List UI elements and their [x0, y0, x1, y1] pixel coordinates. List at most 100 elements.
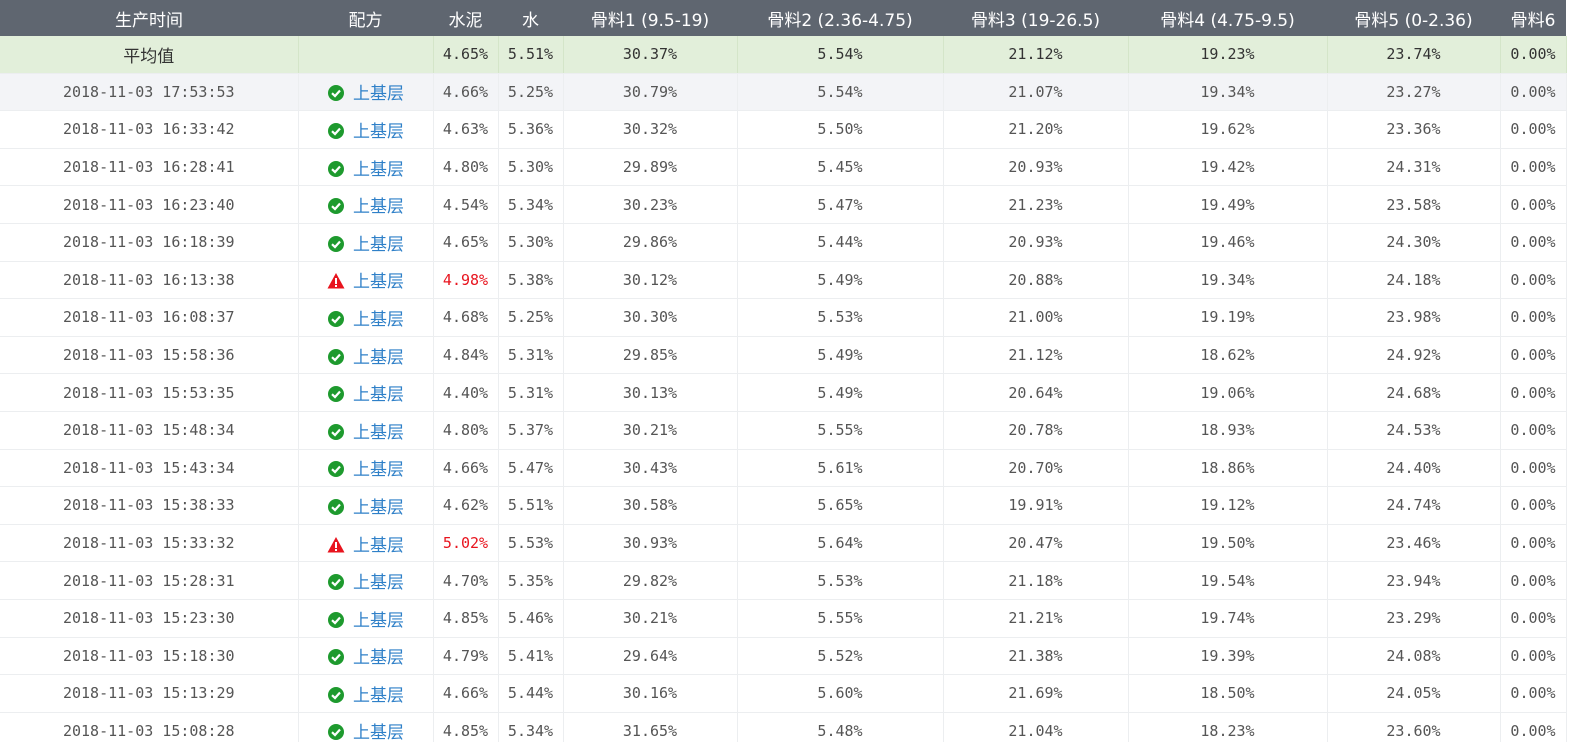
value-cell: 30.12%	[563, 261, 738, 300]
value-cell: 4.66%	[433, 449, 499, 488]
recipe-link[interactable]: 上基层	[353, 385, 404, 406]
value-cell: 5.36%	[498, 110, 564, 149]
recipe-cell: 上基层	[298, 298, 434, 337]
data-row: 2018-11-03 17:53:53 上基层 4.66% 5.25% 30.79% 5.…	[0, 73, 1567, 112]
recipe-link[interactable]: 上基层	[353, 460, 404, 481]
value-cell: 4.85%	[433, 599, 499, 638]
recipe-link[interactable]: 上基层	[353, 84, 404, 105]
recipe-cell: 上基层	[298, 110, 434, 149]
data-row: 2018-11-03 15:58:36 上基层 4.84% 5.31% 29.85% 5.…	[0, 336, 1567, 375]
ok-icon	[328, 686, 344, 703]
recipe-link[interactable]: 上基层	[353, 234, 404, 255]
recipe-link[interactable]: 上基层	[353, 309, 404, 330]
average-label: 平均值	[0, 36, 299, 74]
value-cell: 23.98%	[1327, 298, 1501, 337]
value-cell: 19.46%	[1128, 223, 1328, 262]
value-cell: 4.54%	[433, 185, 499, 224]
value-cell: 4.80%	[433, 148, 499, 187]
value-cell: 5.51%	[498, 486, 564, 525]
warning-icon	[327, 273, 345, 289]
value-cell: 4.40%	[433, 373, 499, 412]
recipe-link[interactable]: 上基层	[353, 159, 404, 180]
recipe-link[interactable]: 上基层	[353, 272, 404, 293]
value-cell: 30.16%	[563, 674, 738, 713]
recipe-link[interactable]: 上基层	[353, 347, 404, 368]
value-cell: 0.00%	[1500, 336, 1567, 375]
production-time: 2018-11-03 16:33:42	[0, 110, 299, 149]
value-cell: 24.30%	[1327, 223, 1501, 262]
value-cell: 5.47%	[498, 449, 564, 488]
value-cell: 5.50%	[737, 110, 944, 149]
value-cell: 18.50%	[1128, 674, 1328, 713]
recipe-link[interactable]: 上基层	[353, 422, 404, 443]
value-cell: 30.21%	[563, 599, 738, 638]
recipe-cell: 上基层	[298, 449, 434, 488]
value-cell: 19.49%	[1128, 185, 1328, 224]
value-cell: 31.65%	[563, 712, 738, 742]
recipe-cell: 上基层	[298, 336, 434, 375]
ok-icon	[328, 423, 344, 440]
value-cell: 0.00%	[1500, 110, 1567, 149]
recipe-cell: 上基层	[298, 712, 434, 742]
value-cell: 5.30%	[498, 148, 564, 187]
value-cell: 4.70%	[433, 561, 499, 600]
value-cell: 18.23%	[1128, 712, 1328, 742]
data-row: 2018-11-03 16:13:38 上基层 4.98% 5.38% 30.12% 5.…	[0, 261, 1567, 300]
ok-icon	[328, 498, 344, 515]
value-cell: 5.44%	[737, 223, 944, 262]
recipe-link[interactable]: 上基层	[353, 685, 404, 706]
value-cell: 4.63%	[433, 110, 499, 149]
value-cell: 30.30%	[563, 298, 738, 337]
production-time: 2018-11-03 16:28:41	[0, 148, 299, 187]
value-cell: 19.42%	[1128, 148, 1328, 187]
recipe-link[interactable]: 上基层	[353, 573, 404, 594]
average-value: 0.00%	[1500, 36, 1567, 74]
value-cell: 21.00%	[943, 298, 1129, 337]
value-cell: 18.86%	[1128, 449, 1328, 488]
value-cell: 19.74%	[1128, 599, 1328, 638]
value-cell: 0.00%	[1500, 373, 1567, 412]
value-cell: 5.52%	[737, 637, 944, 676]
average-row: 平均值 4.65% 5.51% 30.37% 5.54% 21.12% 19.23% 23.7…	[0, 36, 1567, 74]
recipe-link[interactable]: 上基层	[353, 610, 404, 631]
value-cell: 4.79%	[433, 637, 499, 676]
recipe-link[interactable]: 上基层	[353, 497, 404, 518]
value-cell: 4.65%	[433, 223, 499, 262]
production-time: 2018-11-03 16:13:38	[0, 261, 299, 300]
production-time: 2018-11-03 15:58:36	[0, 336, 299, 375]
value-cell: 4.84%	[433, 336, 499, 375]
production-time: 2018-11-03 15:38:33	[0, 486, 299, 525]
recipe-link[interactable]: 上基层	[353, 535, 404, 556]
production-time: 2018-11-03 15:28:31	[0, 561, 299, 600]
value-cell: 30.32%	[563, 110, 738, 149]
value-cell: 0.00%	[1500, 261, 1567, 300]
data-row: 2018-11-03 15:53:35 上基层 4.40% 5.31% 30.13% 5.…	[0, 373, 1567, 412]
value-cell: 29.86%	[563, 223, 738, 262]
value-cell: 5.38%	[498, 261, 564, 300]
value-cell: 5.25%	[498, 298, 564, 337]
value-cell: 0.00%	[1500, 637, 1567, 676]
value-cell: 0.00%	[1500, 449, 1567, 488]
column-header: 水	[498, 0, 563, 36]
recipe-link[interactable]: 上基层	[353, 723, 404, 742]
value-cell: 19.50%	[1128, 524, 1328, 563]
data-row: 2018-11-03 16:08:37 上基层 4.68% 5.25% 30.30% 5.…	[0, 298, 1567, 337]
value-cell: 21.18%	[943, 561, 1129, 600]
value-cell: 29.85%	[563, 336, 738, 375]
value-cell: 30.93%	[563, 524, 738, 563]
value-cell: 21.23%	[943, 185, 1129, 224]
production-time: 2018-11-03 15:33:32	[0, 524, 299, 563]
value-cell: 24.18%	[1327, 261, 1501, 300]
recipe-link[interactable]: 上基层	[353, 648, 404, 669]
column-header: 骨料2 (2.36-4.75)	[737, 0, 943, 36]
value-cell: 23.46%	[1327, 524, 1501, 563]
value-cell: 29.89%	[563, 148, 738, 187]
production-time: 2018-11-03 15:18:30	[0, 637, 299, 676]
ok-icon	[328, 122, 344, 139]
recipe-link[interactable]: 上基层	[353, 121, 404, 142]
recipe-link[interactable]: 上基层	[353, 197, 404, 218]
value-cell: 20.47%	[943, 524, 1129, 563]
value-cell: 4.80%	[433, 411, 499, 450]
value-cell: 0.00%	[1500, 599, 1567, 638]
